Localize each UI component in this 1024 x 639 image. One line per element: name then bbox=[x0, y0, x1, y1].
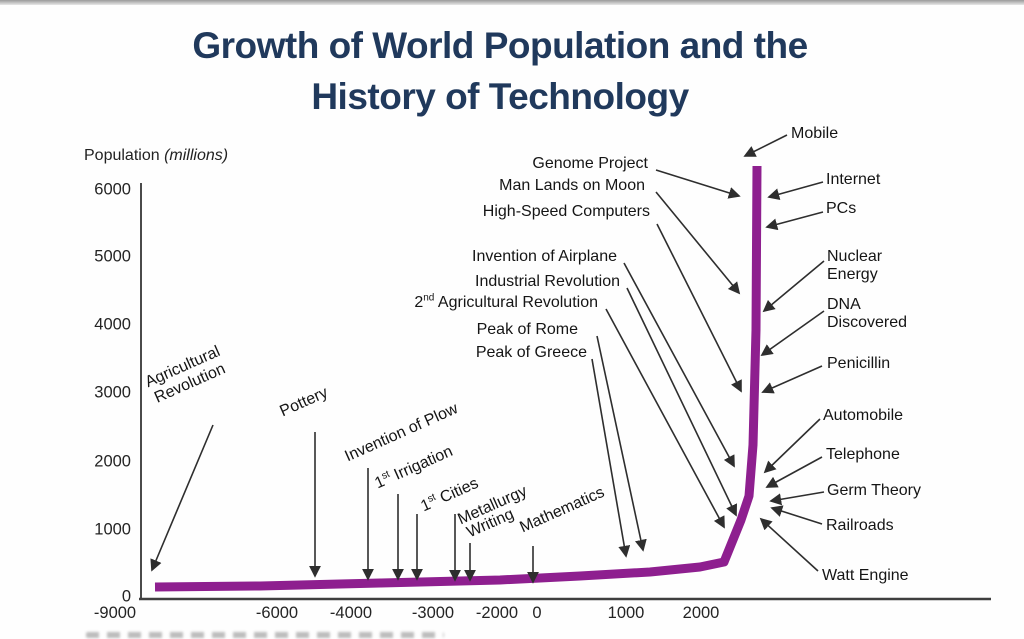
arrow-nuclear-energy bbox=[762, 260, 825, 313]
y-tick-label-2000: 2000 bbox=[94, 452, 131, 471]
y-tick-label-4000: 4000 bbox=[94, 315, 131, 334]
arrow-genome-project bbox=[655, 169, 741, 199]
annotation-mobile: Mobile bbox=[791, 125, 839, 142]
annotation-man-lands-on-moon: Man Lands on Moon bbox=[499, 177, 645, 194]
top-border-line bbox=[0, 0, 1024, 5]
arrow-invention-of-airplane bbox=[623, 262, 735, 468]
page-title: Growth of World Population and the Histo… bbox=[0, 20, 1000, 122]
y-tick-label-0: 0 bbox=[121, 587, 131, 606]
arrow-railroads bbox=[770, 505, 823, 525]
x-tick-label-3000: -3000 bbox=[411, 604, 455, 622]
x-tick-label-2000: -2000 bbox=[475, 604, 519, 622]
x-tick-label-1000: 1000 bbox=[607, 604, 645, 622]
arrow-germ-theory bbox=[769, 491, 825, 506]
y-tick-label-3000: 3000 bbox=[94, 383, 131, 402]
annotation-high-speed-computers: High-Speed Computers bbox=[482, 203, 650, 220]
arrow-automobile bbox=[763, 418, 821, 474]
arrow-penicillin bbox=[761, 365, 823, 394]
arrow-industrial-revolution bbox=[626, 287, 737, 517]
annotation-telephone: Telephone bbox=[826, 446, 900, 463]
arrow-mobile bbox=[743, 134, 788, 157]
x-tick-label-4000: -4000 bbox=[329, 604, 373, 622]
annotation-2-agricultural-revolution: 2nd Agricultural Revolution bbox=[414, 292, 598, 311]
arrow-internet bbox=[767, 181, 824, 201]
annotation-genome-project: Genome Project bbox=[532, 155, 648, 172]
annotation-penicillin: Penicillin bbox=[827, 355, 891, 372]
arrow-agricultural-revolution bbox=[150, 424, 214, 572]
page-title-line-1: Growth of World Population and the bbox=[192, 25, 808, 66]
arrow-telephone bbox=[765, 456, 823, 488]
axes bbox=[139, 183, 991, 601]
x-tick-label-2000: 2000 bbox=[682, 604, 720, 622]
y-tick-label-6000: 6000 bbox=[94, 180, 131, 199]
y-axis-title-text: Population bbox=[84, 147, 165, 164]
annotation-watt-engine: Watt Engine bbox=[822, 567, 909, 584]
annotation-peak-of-rome: Peak of Rome bbox=[476, 321, 578, 338]
annotation-internet: Internet bbox=[826, 171, 881, 188]
annotation-railroads: Railroads bbox=[826, 517, 894, 534]
arrow-peak-of-rome bbox=[596, 335, 647, 552]
arrow-high-speed-computers bbox=[656, 223, 742, 393]
annotation-industrial-revolution: Industrial Revolution bbox=[475, 273, 620, 290]
arrow-pcs bbox=[765, 211, 824, 231]
x-tick-label-6000: -6000 bbox=[255, 604, 299, 622]
annotation-arrows bbox=[150, 134, 825, 584]
annotation-peak-of-greece: Peak of Greece bbox=[475, 344, 587, 361]
y-axis-title: Population (millions) bbox=[84, 147, 228, 165]
annotation-pcs: PCs bbox=[826, 200, 857, 217]
annotation-automobile: Automobile bbox=[823, 407, 904, 424]
x-tick-label-0: 0 bbox=[532, 604, 542, 622]
population-curve bbox=[154, 165, 762, 592]
population-curve-layer bbox=[154, 165, 762, 592]
y-axis-title-unit: (millions) bbox=[164, 147, 229, 164]
annotation-invention-of-airplane: Invention of Airplane bbox=[472, 248, 617, 265]
arrow-man-lands-on-moon bbox=[655, 191, 741, 295]
arrow-2-agricultural-revolution bbox=[605, 308, 725, 529]
annotation-dna-discovered: DNA Discovered bbox=[827, 296, 908, 331]
arrow-dna-discovered bbox=[760, 310, 825, 357]
annotation-germ-theory: Germ Theory bbox=[827, 482, 921, 499]
y-tick-label-1000: 1000 bbox=[94, 520, 131, 539]
x-tick-label-9000: -9000 bbox=[93, 604, 137, 622]
arrow-watt-engine bbox=[759, 517, 819, 572]
annotation-nuclear-energy: Nuclear Energy bbox=[827, 248, 883, 283]
cropped-caption-remnant bbox=[86, 632, 444, 638]
page-title-line-2: History of Technology bbox=[311, 76, 689, 117]
y-tick-label-5000: 5000 bbox=[94, 247, 131, 266]
arrow-peak-of-greece bbox=[591, 358, 631, 558]
